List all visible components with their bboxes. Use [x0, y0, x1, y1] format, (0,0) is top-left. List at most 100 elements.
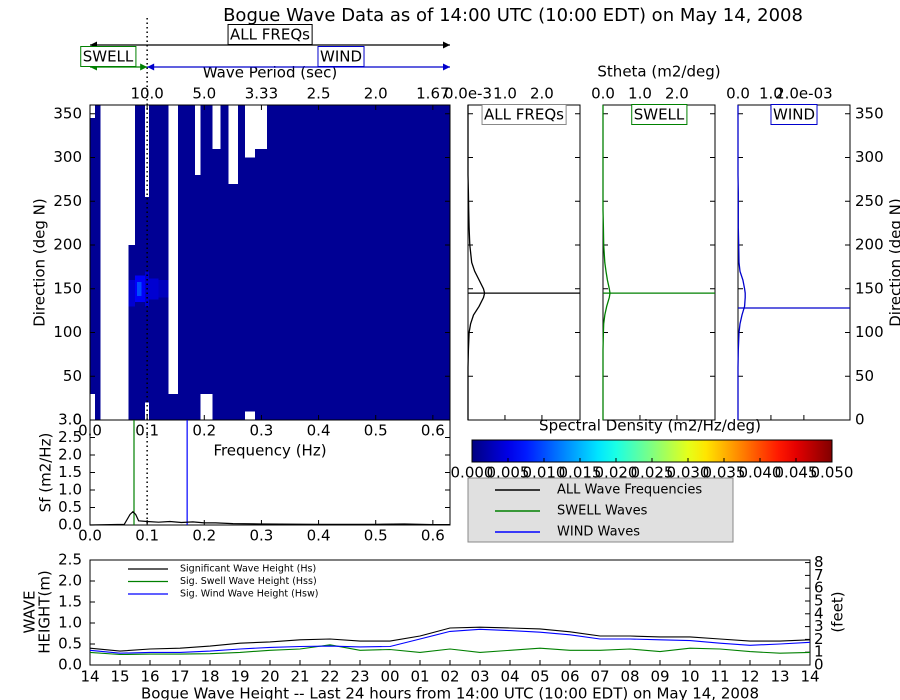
x-tick-label: 15 — [110, 668, 129, 686]
y2-tick-label: 0 — [814, 656, 824, 674]
heatmap-cell — [238, 105, 245, 420]
colorbar-tick-label: 0.045 — [775, 464, 818, 482]
y-tick-label: 300 — [53, 148, 82, 166]
x-tick-label: 18 — [200, 668, 219, 686]
panel-label: ALL FREQs — [484, 106, 564, 124]
y-tick-label: 0.0 — [58, 516, 82, 534]
y-tick-label: 3.0 — [58, 411, 82, 429]
x-tick-label: 0.0 — [726, 85, 750, 103]
y-tick-label: 150 — [855, 279, 884, 297]
y-tick-label: 2.5 — [58, 428, 82, 446]
y-tick-label: 300 — [855, 148, 884, 166]
panel-frame — [737, 104, 851, 421]
y-tick-label: 100 — [855, 323, 884, 341]
y-tick-label: 350 — [53, 104, 82, 122]
x-tick-label: 12 — [740, 668, 759, 686]
heatmap-cell — [90, 118, 96, 394]
x-tick-label: 00 — [380, 668, 399, 686]
y-tick-label: 2.0 — [58, 572, 82, 590]
colorbar-label: Spectral Density (m2/Hz/deg) — [539, 417, 761, 435]
legend-label: Significant Wave Height (Hs) — [180, 564, 316, 575]
wind-arrow-head — [443, 63, 450, 71]
label-box — [317, 46, 365, 67]
height-line — [89, 626, 811, 652]
x-tick-label: 1.0 — [759, 85, 783, 103]
height-line — [89, 644, 811, 656]
y-axis-label: Direction (deg N) — [887, 198, 900, 327]
panel-label: SWELL — [634, 106, 685, 124]
y-tick-label: 250 — [53, 192, 82, 210]
figure-title: Bogue Wave Data as of 14:00 UTC (10:00 E… — [223, 5, 803, 26]
panel-label: WIND — [773, 106, 815, 124]
y-axis-label: Direction (deg N) — [31, 198, 49, 327]
legend-label: Sig. Wind Wave Height (Hsw) — [180, 589, 318, 600]
x-tick-label: 03 — [470, 668, 489, 686]
label-box — [80, 46, 137, 67]
x-tick-label: 09 — [650, 668, 669, 686]
x-tick-label: 0.3 — [249, 422, 273, 440]
x-tick-label: 21 — [290, 668, 309, 686]
legend-label: SWELL Waves — [557, 504, 648, 519]
x-tick-label: 0.6 — [421, 527, 445, 545]
y2-tick-label: 1 — [814, 643, 824, 661]
stheta-curve — [467, 105, 486, 420]
x-tick-label: 10 — [680, 668, 699, 686]
heatmap-cell — [168, 393, 178, 420]
x-tick-label: 08 — [620, 668, 639, 686]
top-x-axis-label: Wave Period (sec) — [203, 64, 337, 82]
x-tick-label: 06 — [560, 668, 579, 686]
x-tick-label: 0.0 — [78, 527, 102, 545]
x-tick-label: 20 — [260, 668, 279, 686]
y2-tick-label: 4 — [814, 604, 824, 622]
heatmap-cell — [95, 105, 101, 420]
x-tick-label: 2.0 — [665, 85, 689, 103]
label-box — [227, 24, 313, 45]
x-tick-label: 0.3 — [249, 527, 273, 545]
y-tick-label: 0.0 — [58, 656, 82, 674]
y-tick-label: 2.5 — [58, 551, 82, 569]
y-tick-label: 350 — [855, 104, 884, 122]
all-freq-arrow-head — [443, 41, 450, 49]
y-tick-label: 1.0 — [58, 481, 82, 499]
x-tick-label: 1.0 — [628, 85, 652, 103]
y2-tick-label: 6 — [814, 579, 824, 597]
x-tick-label: 0.0e-3 — [444, 85, 492, 103]
y2-tick-label: 8 — [814, 553, 824, 571]
wind-label: WIND — [320, 48, 362, 66]
y-tick-label: 50 — [855, 367, 874, 385]
legend-label: Sig. Swell Wave Height (Hss) — [180, 576, 317, 587]
panel-frame — [602, 104, 716, 421]
label-box — [631, 104, 688, 125]
x-axis-label: Bogue Wave Height -- Last 24 hours from … — [141, 685, 759, 700]
heatmap-cell — [267, 105, 450, 420]
top-x-tick-label: 3.33 — [245, 85, 278, 103]
y-tick-label: 1.5 — [58, 593, 82, 611]
colorbar-tick-label: 0.005 — [487, 464, 530, 482]
y-tick-label: 150 — [53, 279, 82, 297]
panel-frame — [467, 104, 581, 421]
heatmap-cell — [148, 278, 159, 300]
colorbar-tick-label: 0.020 — [595, 464, 638, 482]
x-tick-label: 0.6 — [421, 422, 445, 440]
colorbar-tick-label: 0.050 — [811, 464, 854, 482]
y2-axis-label: (feet) — [829, 591, 847, 632]
colorbar-tick-label: 0.000 — [451, 464, 494, 482]
heatmap-cell — [148, 105, 169, 420]
y-tick-label: 200 — [53, 236, 82, 254]
x-tick-label: 16 — [140, 668, 159, 686]
x-tick-label: 04 — [500, 668, 519, 686]
colorbar-tick-label: 0.035 — [703, 464, 746, 482]
x-tick-label: 19 — [230, 668, 249, 686]
x-tick-label: 13 — [770, 668, 789, 686]
y-tick-label: 2.0 — [58, 446, 82, 464]
x-tick-label: 11 — [710, 668, 729, 686]
x-tick-label: 0.4 — [307, 527, 331, 545]
x-tick-label: 2.0 — [530, 85, 554, 103]
x-tick-label: 0.2 — [192, 527, 216, 545]
spectrum-line — [89, 510, 450, 526]
colorbar-tick-label: 0.025 — [631, 464, 674, 482]
heatmap-cell — [178, 105, 196, 420]
y-tick-label: 1.5 — [58, 463, 82, 481]
heatmap-cell — [255, 148, 268, 420]
label-box — [481, 104, 567, 125]
